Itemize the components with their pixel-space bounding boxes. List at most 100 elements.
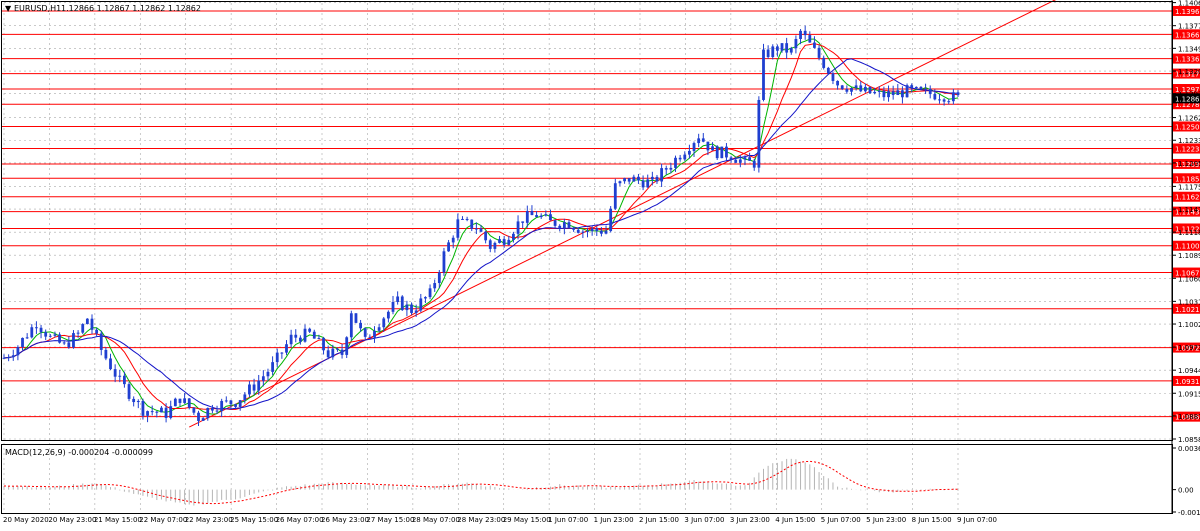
candle-body <box>206 407 210 419</box>
level-tag <box>1173 68 1200 79</box>
candle-body <box>44 332 48 337</box>
candle-body <box>595 228 599 231</box>
candle-body <box>141 400 145 416</box>
price-tick-label: 1.14065 <box>1178 0 1200 8</box>
price-tick-label: 1.08870 <box>1178 413 1200 421</box>
candle-body <box>748 157 752 161</box>
candle-body <box>150 411 154 413</box>
candle-body <box>572 227 576 230</box>
collapse-triangle-icon[interactable]: ▼ <box>5 4 12 13</box>
candle-body <box>826 67 830 74</box>
candle-body <box>215 410 219 412</box>
candle-body <box>613 183 617 209</box>
candle-body <box>289 334 293 345</box>
candle-body <box>794 38 798 49</box>
candle-body <box>72 333 75 348</box>
candle-body <box>155 411 159 413</box>
candle-body <box>298 337 302 342</box>
candle-body <box>183 398 187 403</box>
candle-body <box>799 30 802 39</box>
level-tag <box>1173 223 1200 234</box>
candle-body <box>368 336 372 338</box>
candle-body <box>507 239 511 245</box>
candle-body <box>345 337 349 355</box>
price-tick-label: 1.12920 <box>1178 91 1200 99</box>
candle-body <box>905 85 909 98</box>
candle-body <box>873 91 877 94</box>
candle-body <box>210 407 214 411</box>
candle-body <box>127 384 131 399</box>
level-tag <box>1173 99 1200 110</box>
candle-body <box>775 46 779 51</box>
time-axis-label: 2 Jun 15:00 <box>639 516 679 524</box>
candle-body <box>2 357 6 359</box>
candle-body <box>39 327 43 333</box>
candle-body <box>146 411 149 416</box>
candle-body <box>535 215 538 218</box>
candle-body <box>544 214 548 216</box>
candle-body <box>136 400 140 403</box>
candle-body <box>822 57 826 68</box>
candle-body <box>396 296 400 303</box>
candle-body <box>942 99 946 102</box>
candle-body <box>650 176 654 180</box>
candle-body <box>692 143 696 151</box>
candle-body <box>488 240 492 249</box>
price-tick-label: 1.11180 <box>1178 229 1200 237</box>
price-tick-label: 1.10025 <box>1178 321 1200 329</box>
candle-body <box>312 331 316 339</box>
candle-body <box>660 168 664 182</box>
candle-body <box>424 297 427 299</box>
candle-body <box>669 167 673 170</box>
candle-body <box>697 138 701 144</box>
symbol-label: EURUSD,H1 <box>14 4 61 13</box>
candle-body <box>405 304 409 311</box>
candle-body <box>734 159 738 163</box>
price-tick-label: 1.10890 <box>1178 252 1200 260</box>
candle-body <box>95 329 99 334</box>
level-label: 1.12788 <box>1175 101 1200 109</box>
price-tick-label: 1.09735 <box>1178 344 1200 352</box>
candle-body <box>349 313 353 338</box>
time-axis-label: 20 May 23:00 <box>48 516 96 524</box>
level-tag <box>1173 411 1200 422</box>
candle-body <box>924 88 927 90</box>
candle-body <box>275 352 279 363</box>
candle-body <box>789 48 793 53</box>
time-axis-label: 5 Jun 07:00 <box>821 516 861 524</box>
candle-body <box>373 330 376 338</box>
price-tick-label: 1.13490 <box>1178 45 1200 53</box>
candle-body <box>743 157 747 160</box>
candle-body <box>655 176 659 182</box>
candle-body <box>863 86 867 92</box>
candle-body <box>197 412 200 421</box>
candle-body <box>11 355 15 358</box>
candle-body <box>294 334 298 338</box>
candle-body <box>502 239 506 245</box>
candle-body <box>21 337 24 348</box>
candle-body <box>498 239 501 243</box>
candle-body <box>118 375 122 377</box>
candle-body <box>766 49 770 57</box>
time-axis-label: 28 May 07:00 <box>412 516 460 524</box>
candle-body <box>618 181 622 184</box>
candle-body <box>609 208 613 232</box>
candle-body <box>340 349 344 355</box>
candle-body <box>854 85 858 88</box>
candle-body <box>331 348 335 358</box>
candle-body <box>836 80 839 86</box>
candle-body <box>461 218 464 220</box>
candle-body <box>359 322 362 329</box>
level-tag <box>1173 342 1200 353</box>
candle-body <box>160 407 163 413</box>
candle-body <box>738 159 742 163</box>
candle-body <box>516 221 520 234</box>
candle-body <box>947 101 951 103</box>
level-label: 1.12979 <box>1175 86 1200 94</box>
candle-body <box>85 318 89 325</box>
level-tag <box>1173 84 1200 95</box>
candle-body <box>16 347 20 356</box>
price-tick-label: 1.09445 <box>1178 367 1200 375</box>
candle-body <box>400 296 404 311</box>
level-label: 1.12508 <box>1175 123 1200 131</box>
